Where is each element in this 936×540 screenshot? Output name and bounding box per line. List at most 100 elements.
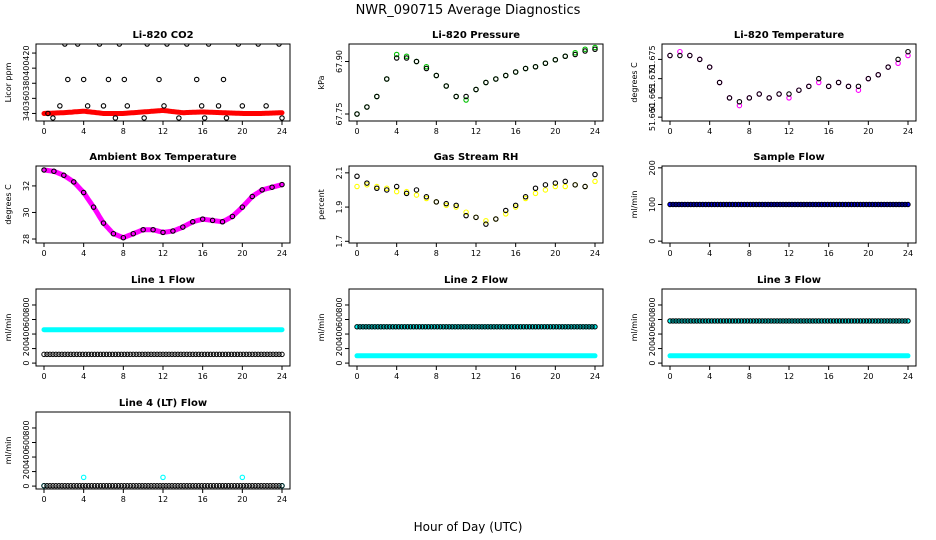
data-point [68, 351, 74, 358]
data-point [57, 103, 63, 109]
data-point [175, 351, 181, 358]
y-tick-label: 200 [22, 341, 31, 356]
data-point [252, 351, 258, 358]
data-point [902, 318, 908, 324]
data-point [885, 64, 891, 70]
series-1 [41, 474, 285, 489]
data-point [47, 483, 53, 489]
x-tick-label: 4 [707, 249, 712, 258]
data-point [65, 351, 71, 358]
y-tick-label: 600 [22, 435, 31, 450]
data-point [112, 483, 119, 489]
data-point [51, 168, 57, 175]
data-point [387, 324, 393, 330]
x-tick-label: 8 [747, 372, 752, 381]
data-point [213, 483, 220, 489]
data-point [201, 483, 208, 489]
data-point [85, 483, 92, 489]
data-point [198, 103, 205, 109]
data-point [453, 204, 459, 210]
data-point [810, 201, 816, 208]
data-point [512, 202, 519, 209]
data-point [526, 324, 533, 330]
x-tick-label: 0 [354, 372, 359, 381]
x-tick-label: 24 [277, 495, 287, 504]
data-point [130, 230, 137, 237]
data-point [252, 483, 258, 489]
data-point [207, 351, 214, 358]
x-tick-label: 24 [903, 127, 913, 136]
data-point [160, 229, 166, 236]
data-point [872, 318, 878, 324]
data-point [497, 324, 503, 330]
data-point [157, 351, 163, 358]
data-point [279, 115, 285, 121]
y-axis-label: ml/min [4, 314, 13, 342]
data-point [50, 351, 56, 358]
data-point [166, 483, 172, 489]
x-tick-label: 20 [237, 127, 247, 136]
data-point [839, 318, 846, 324]
data-point [463, 209, 469, 215]
data-point [364, 182, 370, 188]
data-point [741, 318, 748, 324]
data-point [204, 351, 211, 358]
data-point [822, 201, 828, 208]
data-point [109, 351, 116, 358]
x-tick-label: 0 [41, 372, 46, 381]
data-point [875, 201, 881, 208]
data-point [795, 201, 801, 208]
data-point [848, 201, 855, 208]
data-point [571, 324, 577, 330]
data-point [395, 324, 402, 330]
y-tick-label: 400 [22, 449, 31, 464]
data-point [512, 69, 519, 75]
data-point [792, 201, 798, 208]
data-point [854, 318, 861, 324]
data-point [80, 76, 87, 83]
data-point [106, 351, 113, 358]
data-point [231, 483, 238, 489]
data-point [410, 324, 417, 330]
x-tick-label: 24 [277, 127, 287, 136]
data-point [423, 194, 430, 200]
data-point [160, 474, 166, 481]
data-point [463, 93, 469, 100]
data-point [237, 351, 244, 358]
data-point [473, 214, 479, 221]
data-point [798, 318, 804, 324]
data-point [82, 483, 89, 489]
data-point [235, 44, 242, 47]
data-point [705, 318, 712, 324]
data-point [836, 201, 843, 208]
x-tick-label: 4 [707, 372, 712, 381]
data-point [190, 219, 196, 225]
data-point [893, 318, 899, 324]
data-point [383, 76, 390, 82]
data-point [520, 324, 527, 330]
data-point [842, 318, 849, 324]
data-point [50, 115, 56, 121]
data-point [180, 224, 186, 230]
data-point [824, 201, 831, 208]
data-point [383, 187, 390, 193]
data-point [565, 324, 571, 330]
plot-area [354, 171, 598, 227]
data-point [190, 483, 196, 489]
data-point [91, 351, 98, 358]
y-tick-label: 340 [22, 106, 31, 121]
y-tick-label: 200 [648, 160, 657, 175]
data-point [249, 193, 256, 200]
data-point [77, 351, 83, 358]
data-point [163, 351, 169, 358]
data-point [783, 201, 789, 208]
data-point [193, 483, 199, 489]
data-point [374, 185, 380, 191]
x-tick-label: 4 [394, 372, 399, 381]
data-point [393, 188, 400, 195]
data-point [258, 351, 264, 358]
data-point [71, 351, 77, 358]
data-point [816, 318, 822, 324]
data-point [449, 324, 455, 330]
